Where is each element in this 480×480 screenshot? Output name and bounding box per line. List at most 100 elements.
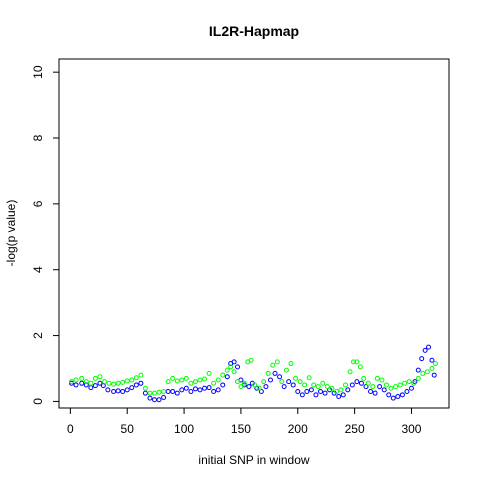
data-point (379, 377, 385, 383)
data-point (246, 384, 252, 390)
data-point (415, 375, 421, 381)
x-tick-label: 0 (67, 422, 74, 436)
data-point (388, 385, 394, 391)
x-tick-label: 150 (231, 422, 251, 436)
data-point (92, 383, 98, 389)
data-point (133, 382, 139, 388)
x-tick-label: 300 (401, 422, 421, 436)
data-point (420, 370, 426, 376)
data-point (235, 364, 241, 370)
data-point (431, 372, 437, 378)
data-point (390, 395, 396, 401)
data-point (274, 359, 280, 365)
data-point (354, 379, 360, 385)
data-point (156, 397, 162, 403)
data-point (161, 389, 167, 395)
data-point (179, 377, 185, 383)
chart-title: IL2R-Hapmap (209, 23, 299, 39)
x-tick-label: 200 (288, 422, 308, 436)
data-point (220, 372, 226, 378)
data-point (88, 380, 94, 386)
y-tick-label: 2 (31, 332, 45, 339)
data-point (231, 369, 237, 375)
data-point (324, 384, 330, 390)
data-point (115, 388, 121, 394)
data-point (286, 379, 292, 385)
data-point (188, 389, 194, 395)
data-point (290, 382, 296, 388)
data-point (408, 385, 414, 391)
data-point (377, 384, 383, 390)
data-point (211, 380, 217, 386)
data-point (329, 385, 335, 391)
data-point (261, 379, 267, 385)
data-point (308, 387, 314, 393)
data-point (306, 375, 312, 381)
data-point (399, 392, 405, 398)
data-point (302, 382, 308, 388)
data-point (422, 347, 428, 353)
data-point (202, 376, 208, 382)
data-point (124, 378, 130, 384)
data-point (69, 380, 75, 386)
data-point (106, 380, 112, 386)
data-point (365, 380, 371, 386)
data-point (386, 392, 392, 398)
data-point (248, 357, 254, 363)
data-point (129, 377, 135, 383)
data-point (79, 375, 85, 381)
data-point (165, 379, 171, 385)
data-point (267, 377, 273, 383)
data-point (183, 385, 189, 391)
data-point (170, 389, 176, 395)
data-point (277, 374, 283, 380)
data-point (343, 382, 349, 388)
series-layer (69, 344, 438, 403)
data-point (79, 380, 85, 386)
data-point (368, 389, 374, 395)
data-point (363, 384, 369, 390)
data-point (197, 387, 203, 393)
data-point (304, 389, 310, 395)
y-tick-label: 10 (31, 65, 45, 79)
data-point (73, 377, 79, 383)
data-point (231, 359, 237, 365)
x-axis: 0 50 100 150 200 250 300 (67, 408, 422, 436)
data-point (220, 382, 226, 388)
data-point (192, 386, 198, 392)
data-point (69, 379, 75, 385)
data-point (340, 392, 346, 398)
data-point (383, 382, 389, 388)
data-point (370, 384, 376, 390)
data-point (211, 389, 217, 395)
data-point (311, 382, 317, 388)
data-point (152, 397, 158, 403)
data-point (215, 377, 221, 383)
data-point (174, 390, 180, 396)
data-point (192, 379, 198, 385)
data-point (293, 375, 299, 381)
data-point (372, 390, 378, 396)
data-point (252, 382, 258, 388)
data-point (224, 374, 230, 380)
data-point (270, 362, 276, 368)
data-point (111, 381, 117, 387)
data-point (83, 382, 89, 388)
data-point (279, 379, 285, 385)
y-tick-label: 0 (31, 398, 45, 405)
data-point (83, 379, 89, 385)
x-tick-label: 250 (345, 422, 365, 436)
data-point (111, 389, 117, 395)
plot-frame (58, 58, 450, 409)
data-point (238, 384, 244, 390)
data-point (254, 385, 260, 391)
data-point (241, 380, 247, 386)
data-point (357, 364, 363, 370)
data-point (288, 361, 294, 367)
x-axis-label: initial SNP in window (198, 453, 309, 467)
data-point (429, 357, 435, 363)
data-point (320, 380, 326, 386)
data-point (138, 372, 144, 378)
data-point (142, 390, 148, 396)
